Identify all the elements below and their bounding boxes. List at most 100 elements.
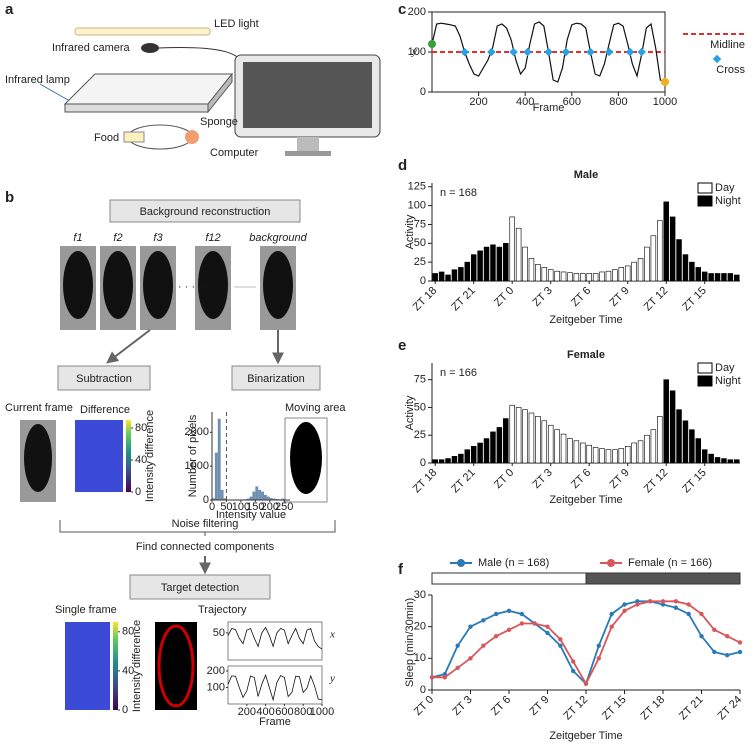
chart-title: Female [567,349,605,361]
axis-label: Frame [259,716,291,728]
y-tick-label: 10 [414,652,426,664]
label: Difference [80,404,130,416]
legend-label: Day [715,362,735,374]
label: Trajectory [198,604,247,616]
box-label: Subtraction [76,373,132,385]
y-tick-label: 20 [414,621,426,633]
histogram-bar [255,486,259,500]
x-tick-label: ZT 21 [449,285,478,314]
bar [573,273,580,282]
y-axis-label: y [411,46,417,58]
histogram-bar [266,496,270,500]
bar [547,269,554,282]
tick-label: 2000 [185,426,209,438]
point [493,633,499,639]
y-tick-label: 100 [408,200,426,212]
label: Food [94,132,119,144]
point [622,602,627,607]
x-axis-label: Zeitgeber Time [549,730,622,742]
x-tick-label: ZT 15 [600,694,629,723]
panel-label: e [398,337,406,354]
axis-label: Intensity value [216,509,286,521]
point [442,671,448,677]
tick-label: 0 [209,501,215,513]
x-tick-label: ZT 0 [492,467,516,491]
box-label: Background reconstruction [140,206,271,218]
point [724,652,730,658]
histogram-bar [220,489,224,500]
label: LED light [214,18,259,30]
y-axis-label: Activity [404,395,416,430]
bar [515,407,522,464]
point [442,675,448,680]
label: Infrared camera [52,42,131,54]
x-tick-label: ZT 9 [608,467,632,491]
panel-label: d [398,157,407,174]
bar [509,404,515,464]
y-axis-label: Sleep (min/30min) [404,598,416,687]
bar [695,267,702,282]
point [660,599,666,604]
legend-swatch [697,375,713,387]
bar [669,390,676,464]
x-tick-label: 1000 [653,96,677,108]
point [673,605,679,610]
label: Sponge [200,116,238,128]
bar [644,434,650,464]
bar [535,416,541,464]
bar [701,449,708,464]
x-tick-label: ZT 12 [642,467,671,496]
point [570,659,576,664]
bar [522,246,528,282]
x-tick-label: ZT 3 [531,467,555,491]
histogram-bar [272,498,276,500]
cross-marker [544,47,553,57]
chart-title: Male [574,169,598,181]
point [570,668,576,674]
point [635,599,640,604]
cross-marker [487,47,496,57]
tick-label: 0 [203,494,209,506]
x-tick-label: ZT 21 [677,694,706,723]
point [545,624,550,629]
bar [618,267,625,282]
x-tick-label: ZT 21 [449,467,478,496]
tick-label: 600 [275,706,293,718]
plot-frame [227,621,323,661]
tick-label: 800 [294,706,312,718]
legend-swatch [457,559,465,567]
bar [522,409,528,464]
histogram-bar [269,497,273,500]
colorbar-tick-label: 0 [122,704,128,716]
histogram-bar [261,491,264,500]
bar [714,457,721,464]
legend-label: Night [715,195,741,207]
cross-marker [586,47,595,57]
point [737,640,743,645]
legend-swatch [697,362,713,374]
point [493,611,499,617]
frame-label: f12 [205,232,220,244]
point [712,649,717,655]
point [455,665,460,671]
colorbar-label: Intensity difference [144,410,156,502]
bar [477,250,483,282]
x-tick-label: ZT 18 [411,285,440,314]
trajectory-line [227,626,323,650]
legend-label: Cross [716,64,745,76]
annotation: n = 166 [440,367,477,379]
point [647,599,653,604]
x-axis-label: Zeitgeber Time [549,314,622,326]
bar [618,448,625,464]
bar [644,246,650,282]
bar [657,220,663,282]
bar [490,244,496,282]
series-line [432,600,741,686]
x-tick-label: ZT 3 [531,285,555,309]
day-bar [431,572,587,585]
cross-marker [460,47,469,57]
bar [554,270,560,282]
y-tick-label: 30 [414,589,426,601]
axis-label: Number of pixels [187,414,199,497]
